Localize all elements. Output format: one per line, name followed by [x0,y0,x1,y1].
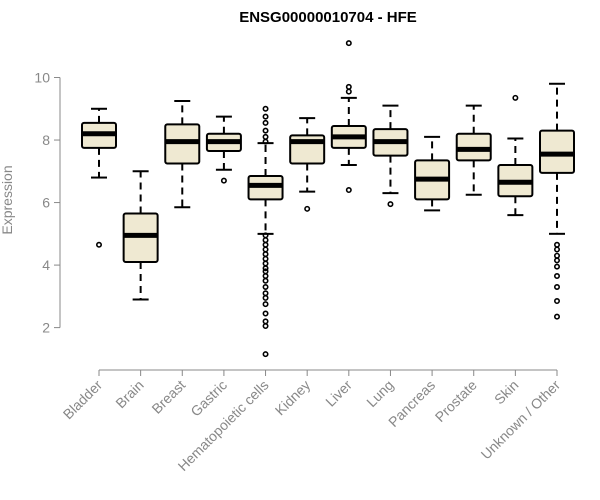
box-liver [330,40,367,194]
outlier-point [262,351,269,358]
y-tick-label: 8 [42,132,50,148]
outlier-point [262,232,269,239]
outlier-point [553,283,560,290]
outlier-point [262,138,269,145]
outlier-point [512,94,519,101]
outlier-point [262,290,269,297]
outlier-point [553,241,560,248]
outlier-point [262,294,269,301]
box-brain [122,170,159,301]
outlier-point [345,187,352,194]
outlier-point [553,313,560,320]
outlier-point [262,251,269,258]
outlier-point [220,177,227,184]
box-bladder [81,107,117,248]
outlier-point [262,237,269,244]
box-series [81,40,575,358]
outlier-point [262,255,269,262]
outlier-point [553,246,560,253]
outlier-point [262,246,269,253]
outlier-point [553,252,560,259]
outlier-point [262,127,269,134]
outlier-point [553,273,560,280]
x-tick-label: Bladder [60,377,106,423]
outlier-point [345,88,352,95]
outlier-point [262,105,269,112]
outlier-point [304,205,311,212]
y-tick-label: 4 [42,257,50,273]
outlier-point [345,40,352,47]
outlier-point [262,318,269,325]
outlier-point [262,283,269,290]
outlier-point [96,241,103,248]
y-axis: 2 4 6 8 10 [34,70,61,336]
outlier-point [262,273,269,280]
outlier-point [553,257,560,264]
outlier-point [262,277,269,284]
outlier-point [262,310,269,317]
box-hematopoietic-cells [247,105,284,358]
y-tick-label: 10 [34,70,50,86]
outlier-point [262,241,269,248]
box-lung [372,104,409,208]
box-skin [497,94,534,217]
x-tick-label: Lung [363,377,396,410]
box-kidney [289,117,326,212]
box-pancreas [414,135,451,212]
x-tick-label: Unknown / Other [478,377,564,463]
outlier-point [262,133,269,140]
x-tick-label: Skin [491,377,522,408]
x-tick-label: Breast [148,377,188,417]
outlier-point [345,83,352,90]
box-breast [164,99,201,209]
box-unknown-other [539,82,575,320]
outlier-point [262,260,269,267]
outlier-point [262,119,269,126]
outlier-point [262,268,269,275]
x-tick-label: Liver [322,377,355,410]
box-gastric [205,115,242,184]
y-tick-label: 6 [42,195,50,211]
outlier-point [553,263,560,270]
outlier-point [387,201,394,208]
x-tick-label: Prostate [432,377,480,425]
outlier-point [262,265,269,272]
y-axis-label: Expression [0,165,15,234]
outlier-point [262,301,269,308]
x-tick-label: Kidney [272,377,314,419]
chart-title: ENSG00000010704 - HFE [239,9,417,26]
outlier-point [553,298,560,305]
x-tick-label: Brain [112,377,146,411]
outlier-point [262,323,269,330]
y-tick-label: 2 [42,320,50,336]
box-prostate [455,104,492,196]
outlier-point [262,113,269,120]
